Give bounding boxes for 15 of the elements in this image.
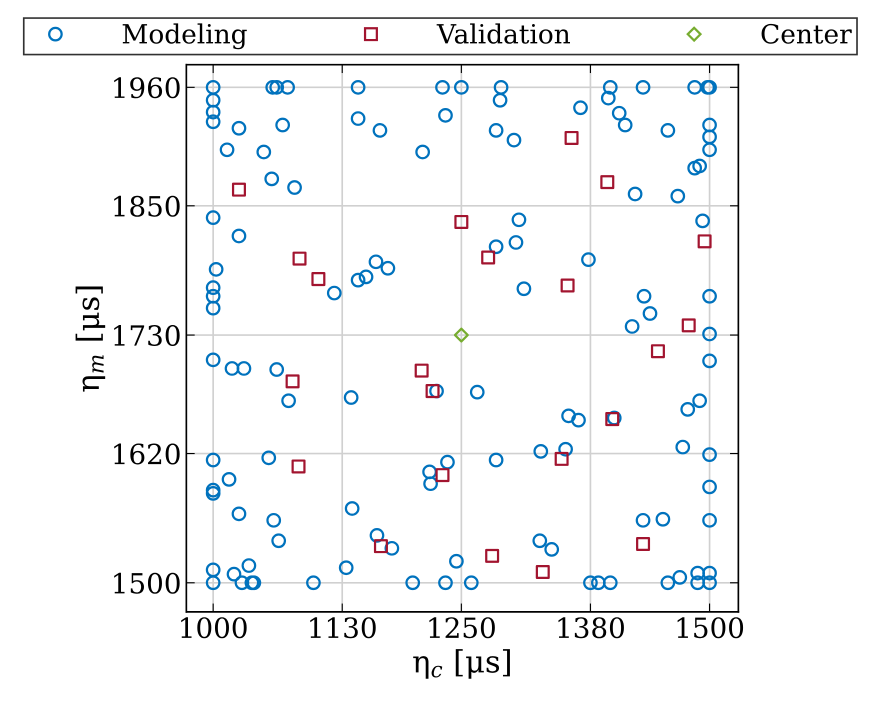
legend-label: Modeling xyxy=(122,23,247,50)
y-tick-label: 1850 xyxy=(114,196,180,217)
x-tick-label: 1500 xyxy=(678,617,744,638)
x-axis-title: η$_{c}$ [μs] xyxy=(413,649,510,679)
y-tick-label: 1960 xyxy=(114,77,180,98)
x-tick-label: 1130 xyxy=(310,617,376,638)
y-tick-label: 1620 xyxy=(114,443,180,464)
x-tick-label: 1250 xyxy=(429,617,495,638)
y-tick-label: 1500 xyxy=(114,572,180,594)
x-tick-label: 1380 xyxy=(558,617,624,638)
x-tick-label: 1000 xyxy=(181,617,247,638)
legend-label: Center xyxy=(762,24,852,44)
y-tick-label: 1730 xyxy=(114,324,180,346)
legend-label: Validation xyxy=(436,23,570,44)
y-axis-title: η$_{m}$ [μs] xyxy=(76,286,106,392)
